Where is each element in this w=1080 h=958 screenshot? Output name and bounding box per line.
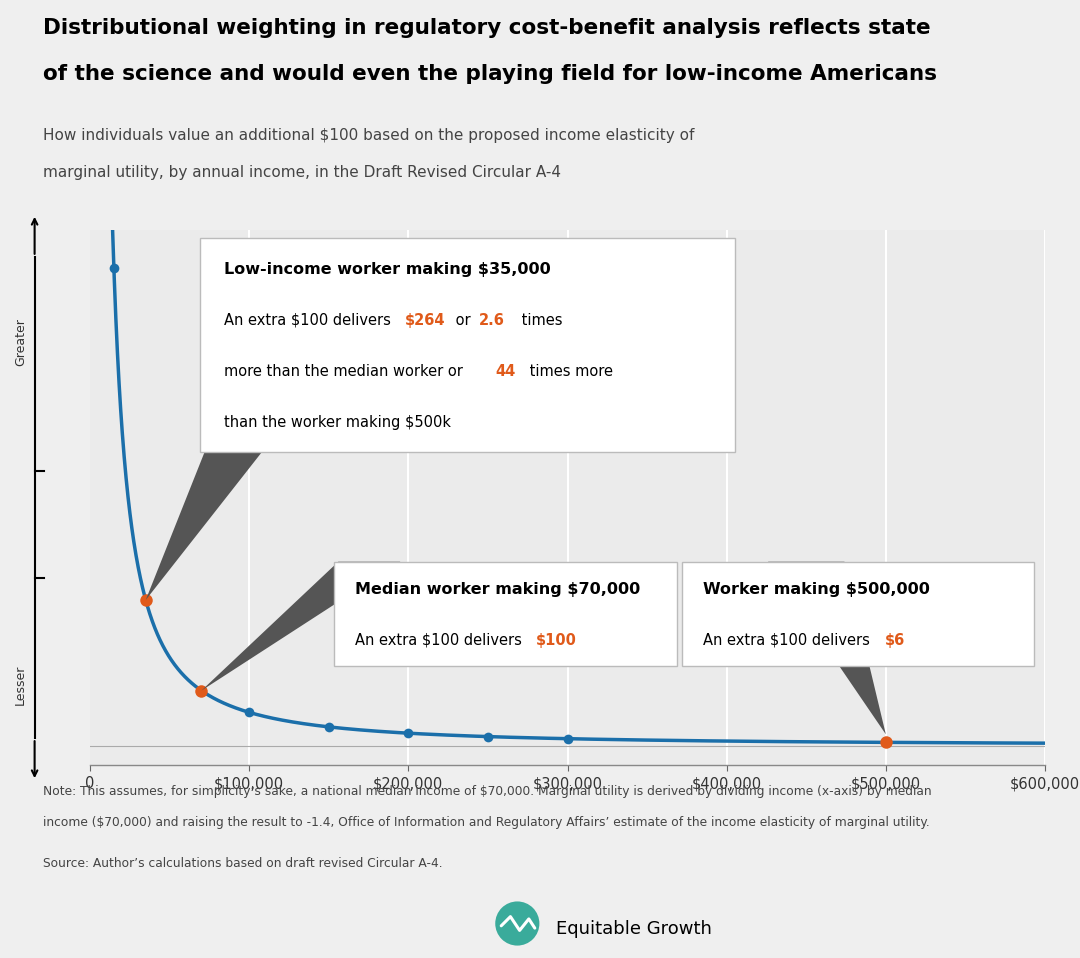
Text: $6: $6: [885, 633, 905, 648]
Circle shape: [496, 901, 539, 946]
Text: Note: This assumes, for simplicity’s sake, a national median income of $70,000. : Note: This assumes, for simplicity’s sak…: [43, 785, 932, 798]
Text: Source: Author’s calculations based on draft revised Circular A-4.: Source: Author’s calculations based on d…: [43, 856, 443, 870]
Text: 2.6: 2.6: [478, 313, 504, 328]
Polygon shape: [146, 452, 261, 600]
FancyBboxPatch shape: [200, 238, 734, 452]
Text: Low-income worker making $35,000: Low-income worker making $35,000: [224, 262, 551, 277]
Text: Worker making $500,000: Worker making $500,000: [703, 582, 930, 597]
Text: Distributional weighting in regulatory cost-benefit analysis reflects state: Distributional weighting in regulatory c…: [43, 18, 931, 38]
Text: $100: $100: [536, 633, 577, 648]
Text: more than the median worker or: more than the median worker or: [224, 364, 468, 378]
Text: of the science and would even the playing field for low-income Americans: of the science and would even the playin…: [43, 64, 937, 84]
Text: times more: times more: [525, 364, 612, 378]
Text: Lesser: Lesser: [14, 665, 27, 705]
Text: marginal utility, by annual income, in the Draft Revised Circular A-4: marginal utility, by annual income, in t…: [43, 165, 562, 179]
Text: An extra $100 delivers: An extra $100 delivers: [354, 633, 526, 648]
Text: times: times: [517, 313, 563, 328]
Text: Equitable Growth: Equitable Growth: [556, 921, 712, 938]
FancyBboxPatch shape: [683, 561, 1034, 666]
Polygon shape: [768, 561, 886, 735]
Text: income ($70,000) and raising the result to -1.4, Office of Information and Regul: income ($70,000) and raising the result …: [43, 815, 930, 829]
Text: Greater: Greater: [14, 318, 27, 366]
Text: 44: 44: [496, 364, 516, 378]
Text: Median worker making $70,000: Median worker making $70,000: [354, 582, 639, 597]
Text: than the worker making $500k: than the worker making $500k: [224, 415, 450, 429]
Text: An extra $100 delivers: An extra $100 delivers: [703, 633, 875, 648]
Text: Benefit: Benefit: [0, 464, 3, 532]
FancyBboxPatch shape: [334, 561, 677, 666]
Text: How individuals value an additional $100 based on the proposed income elasticity: How individuals value an additional $100…: [43, 128, 694, 143]
Text: or: or: [451, 313, 475, 328]
Text: $264: $264: [405, 313, 446, 328]
Text: An extra $100 delivers: An extra $100 delivers: [224, 313, 395, 328]
Polygon shape: [201, 561, 401, 691]
